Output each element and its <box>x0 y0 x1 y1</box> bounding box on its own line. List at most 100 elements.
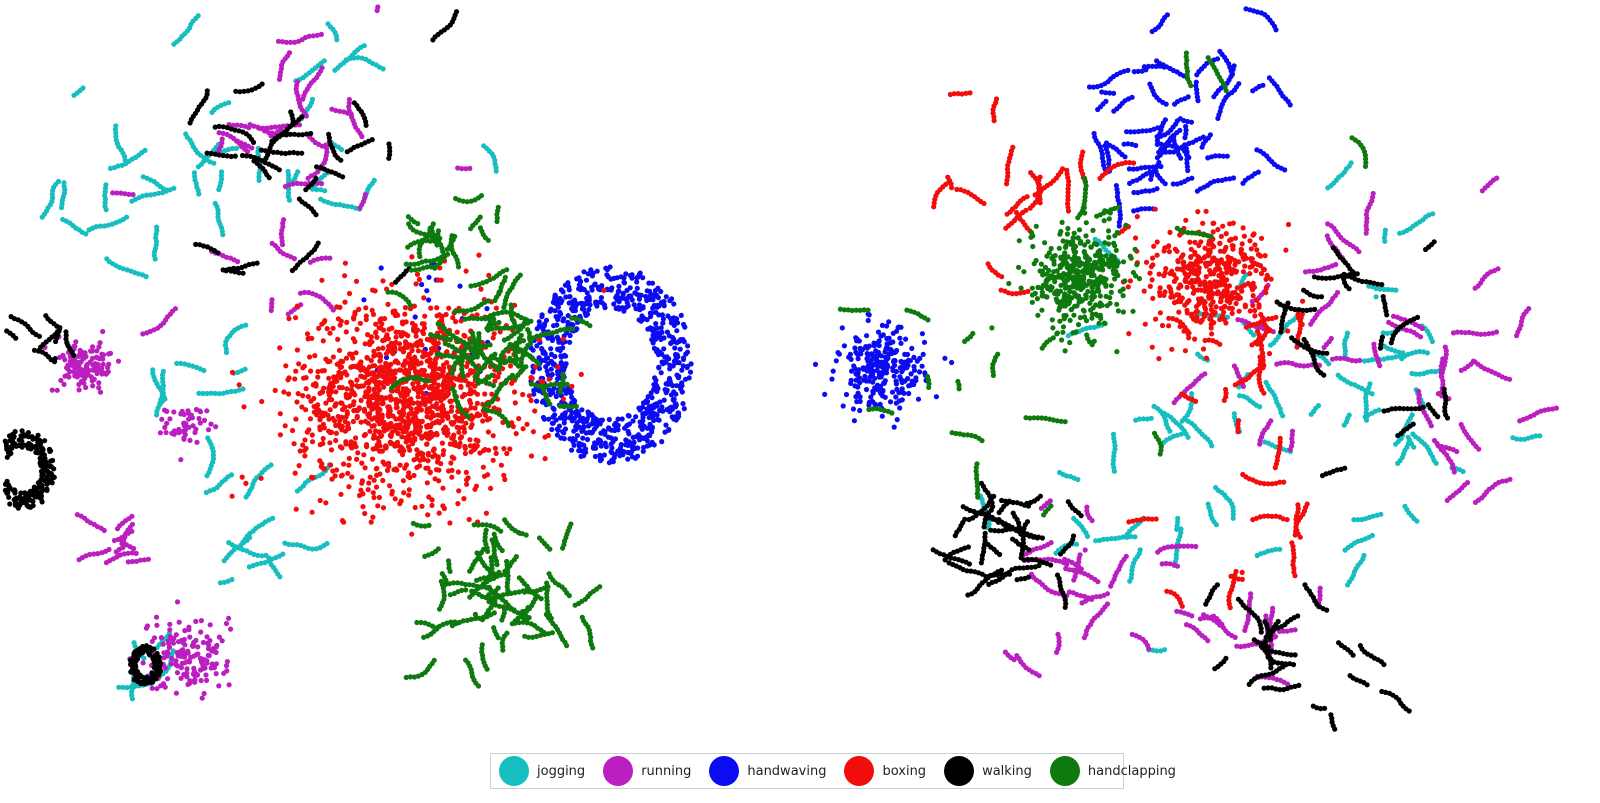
point-handwaving <box>563 353 569 359</box>
point-handwaving <box>640 275 646 281</box>
point-boxing <box>511 389 518 395</box>
point-boxing <box>293 315 299 321</box>
point-boxing <box>453 319 459 325</box>
point-boxing <box>472 486 478 492</box>
point-running <box>255 124 261 130</box>
point-handwaving <box>647 310 654 316</box>
point-walking <box>338 157 344 163</box>
point-handwaving <box>550 390 556 396</box>
point-running <box>200 662 206 668</box>
point-jogging <box>240 547 246 553</box>
point-handwaving <box>661 360 667 366</box>
point-handwaving <box>548 366 554 372</box>
point-boxing <box>436 510 442 516</box>
point-running <box>162 665 168 671</box>
point-boxing <box>353 278 360 284</box>
point-boxing <box>377 471 383 477</box>
point-handclapping <box>517 272 523 278</box>
point-handwaving <box>686 375 692 381</box>
point-jogging <box>60 216 66 223</box>
point-boxing <box>542 456 548 462</box>
point-handwaving <box>631 302 637 308</box>
point-running <box>306 289 312 296</box>
point-handclapping <box>434 351 440 357</box>
point-boxing <box>390 351 396 357</box>
point-handwaving <box>557 415 564 421</box>
point-handclapping <box>515 363 522 369</box>
point-handwaving <box>545 355 551 361</box>
point-boxing <box>328 462 334 468</box>
point-handwaving <box>585 271 591 277</box>
point-walking <box>215 250 221 256</box>
point-handwaving <box>666 356 672 362</box>
point-handwaving <box>666 375 673 382</box>
point-jogging <box>305 545 311 551</box>
point-running <box>76 361 82 367</box>
point-handwaving <box>629 297 635 303</box>
point-running <box>203 677 210 684</box>
point-running <box>311 257 317 263</box>
point-handclapping <box>408 267 414 273</box>
point-boxing <box>456 429 462 435</box>
point-running <box>182 654 188 660</box>
point-boxing <box>306 427 312 433</box>
series-running <box>42 4 473 701</box>
point-running <box>62 373 68 379</box>
point-jogging <box>286 541 292 548</box>
point-boxing <box>299 404 305 410</box>
point-boxing <box>399 434 405 440</box>
point-running <box>115 358 122 364</box>
point-walking <box>21 432 27 438</box>
point-boxing <box>277 345 283 351</box>
point-handwaving <box>568 390 574 396</box>
point-boxing <box>467 397 473 404</box>
point-running <box>180 639 186 646</box>
point-boxing <box>433 341 439 347</box>
point-handwaving <box>666 405 673 411</box>
point-handwaving <box>624 287 630 293</box>
point-running <box>76 368 82 375</box>
point-handclapping <box>532 596 538 602</box>
point-boxing <box>351 391 357 397</box>
point-boxing <box>364 442 370 448</box>
point-handclapping <box>471 522 477 528</box>
point-boxing <box>309 335 315 341</box>
point-boxing <box>324 326 330 332</box>
point-boxing <box>363 305 369 311</box>
point-handclapping <box>479 617 485 623</box>
point-running <box>73 339 79 345</box>
point-handwaving <box>539 314 545 320</box>
point-boxing <box>411 356 417 362</box>
point-boxing <box>344 319 350 325</box>
point-boxing <box>411 326 417 332</box>
point-handwaving <box>603 444 609 450</box>
point-boxing <box>451 455 457 461</box>
point-boxing <box>472 405 478 411</box>
point-walking <box>48 458 54 464</box>
point-walking <box>12 496 18 502</box>
point-boxing <box>291 441 297 447</box>
point-running <box>206 642 212 648</box>
point-running <box>207 622 213 628</box>
point-boxing <box>371 348 377 354</box>
point-jogging <box>162 396 168 402</box>
point-boxing <box>354 415 360 421</box>
point-boxing <box>458 318 464 324</box>
point-boxing <box>429 403 435 409</box>
point-boxing <box>405 444 412 450</box>
point-running <box>302 181 308 187</box>
point-boxing <box>374 334 380 340</box>
point-boxing <box>362 374 368 380</box>
point-boxing <box>480 418 486 424</box>
point-boxing <box>389 281 395 287</box>
point-boxing <box>428 361 434 367</box>
point-boxing <box>400 478 406 484</box>
point-running <box>121 551 127 557</box>
point-running <box>198 677 204 684</box>
point-boxing <box>308 398 314 404</box>
point-boxing <box>303 407 309 413</box>
point-walking <box>187 120 193 126</box>
point-running <box>314 32 320 38</box>
point-running <box>200 639 206 646</box>
point-boxing <box>367 399 373 406</box>
